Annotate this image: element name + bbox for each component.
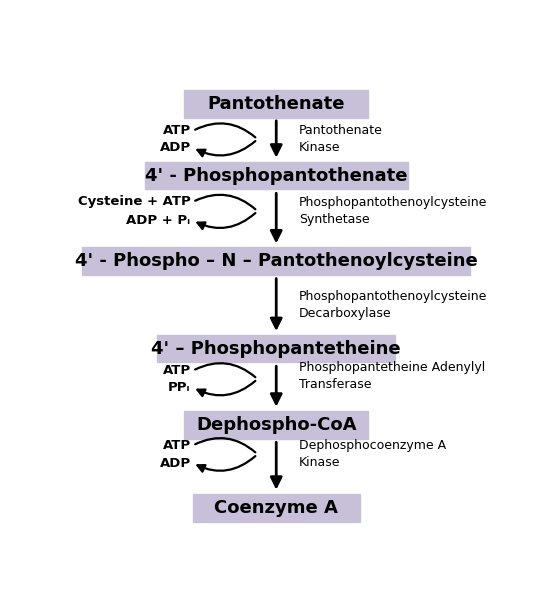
Text: ATP: ATP [162,364,191,377]
Text: ADP + Pᵢ: ADP + Pᵢ [127,214,191,227]
Text: ADP: ADP [160,141,191,154]
FancyBboxPatch shape [144,162,408,189]
Text: Phosphopantothenoylcysteine
Synthetase: Phosphopantothenoylcysteine Synthetase [299,196,488,226]
FancyBboxPatch shape [184,411,368,438]
FancyBboxPatch shape [157,335,395,362]
FancyBboxPatch shape [193,494,360,522]
Text: PPᵢ: PPᵢ [168,381,191,394]
Text: ATP: ATP [162,125,191,137]
Text: Dephosphocoenzyme A
Kinase: Dephosphocoenzyme A Kinase [299,439,446,469]
Text: ATP: ATP [162,439,191,452]
Text: 4' - Phosphopantothenate: 4' - Phosphopantothenate [145,167,407,184]
Text: Phosphopantetheine Adenylyl
Transferase: Phosphopantetheine Adenylyl Transferase [299,361,486,391]
Text: Phosphopantothenoylcysteine
Decarboxylase: Phosphopantothenoylcysteine Decarboxylas… [299,290,488,320]
Text: Pantothenate: Pantothenate [208,95,345,113]
Text: 4' - Phospho – N – Pantothenoylcysteine: 4' - Phospho – N – Pantothenoylcysteine [75,252,478,270]
Text: Pantothenate
Kinase: Pantothenate Kinase [299,124,383,154]
Text: Cysteine + ATP: Cysteine + ATP [78,195,191,208]
Text: ADP: ADP [160,456,191,470]
FancyBboxPatch shape [184,90,368,118]
Text: Dephospho-CoA: Dephospho-CoA [196,416,356,434]
FancyBboxPatch shape [82,247,471,275]
Text: Coenzyme A: Coenzyme A [215,499,338,517]
Text: 4' – Phosphopantetheine: 4' – Phosphopantetheine [151,340,401,358]
